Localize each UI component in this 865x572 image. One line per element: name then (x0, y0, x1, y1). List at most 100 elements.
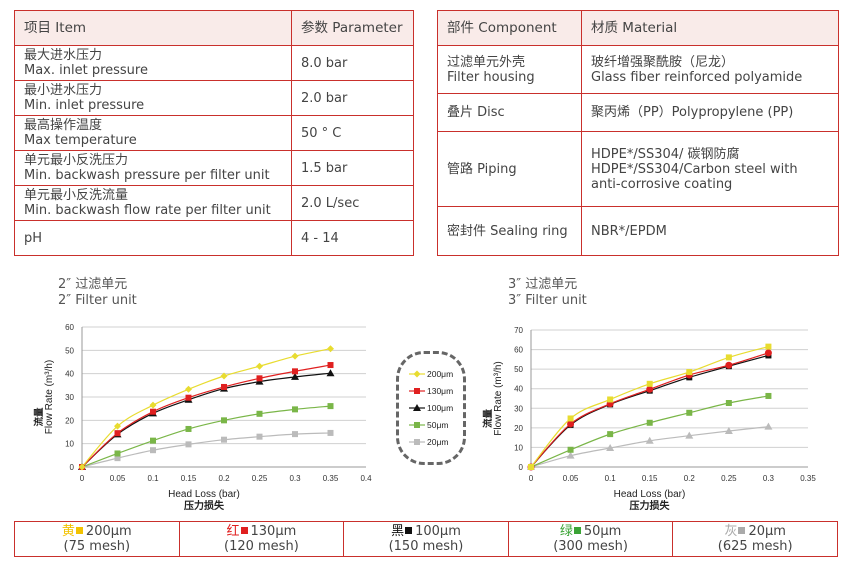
mesh-cell: 黄 200μm (75 mesh) (14, 521, 180, 557)
data-point (221, 417, 227, 424)
y-tick-label: 40 (65, 370, 74, 379)
data-point (150, 408, 156, 415)
mesh-cell: 红 130μm (120 mesh) (178, 521, 345, 557)
y-tick-label: 30 (65, 393, 74, 402)
x-tick-label: 0.3 (289, 474, 301, 483)
table-row: 叠片 Disc 聚丙烯（PP）Polypropylene (PP) (437, 93, 839, 132)
component-cell: 叠片 Disc (437, 93, 582, 132)
table-row: 最高操作温度 Max temperature 50 ° C (14, 115, 414, 151)
chart-2inch: 0 10 20 30 40 50 60 0 0.05 0.1 0.15 0.2 0.25 0.3 0.35 0… (33, 323, 372, 512)
x-tick-label: 0.05 (110, 474, 126, 483)
x-tick-label: 0 (80, 474, 85, 483)
item-cell: 最大进水压力 Max. inlet pressure (14, 45, 292, 81)
item-cell: 单元最小反洗压力 Min. backwash pressure per filte… (14, 150, 292, 186)
table-row: 最小进水压力 Min. inlet pressure 2.0 bar (14, 80, 414, 116)
data-point (686, 409, 693, 416)
data-point (291, 352, 299, 360)
x-tick-label: 0.25 (252, 474, 268, 483)
mesh-cell: 灰 20μm (625 mesh) (672, 521, 838, 557)
material-cell: 玻纤增强聚酰胺（尼龙） Glass fiber reinforced polyam… (581, 45, 839, 94)
value-cell: 1.5 bar (291, 150, 414, 186)
legend-label: 50μm (427, 420, 448, 430)
value-cell: 2.0 L/sec (291, 185, 414, 221)
series-line (81, 432, 331, 468)
data-point (256, 362, 263, 370)
data-point (566, 451, 575, 459)
y-axis-label: Flow Rate (m³/h) (493, 361, 504, 435)
color-swatch (75, 527, 83, 534)
y-tick-label: 0 (519, 463, 524, 472)
data-point (725, 400, 732, 407)
data-point (185, 394, 192, 401)
y-tick-label: 60 (65, 323, 74, 332)
data-point (78, 463, 86, 471)
value-cell: 50 ° C (291, 115, 414, 151)
color-swatch (573, 527, 581, 534)
y-tick-label: 20 (514, 424, 523, 433)
x-tick-label: 0.15 (642, 474, 658, 483)
item-cell: pH (14, 220, 292, 256)
data-point (114, 450, 121, 457)
data-point (114, 422, 121, 430)
data-point (414, 439, 420, 445)
data-point (185, 441, 192, 448)
x-tick-label: 0.15 (181, 474, 197, 483)
data-point (256, 375, 263, 382)
x-tick-label: 0 (529, 474, 534, 483)
y-tick-label: 60 (514, 346, 523, 355)
data-point (327, 345, 334, 353)
value-cell: 2.0 bar (291, 80, 414, 116)
data-point (685, 431, 694, 439)
value-cell: 4 - 14 (291, 220, 414, 256)
data-point (256, 433, 263, 440)
data-point (327, 362, 334, 369)
value-cell: 8.0 bar (291, 45, 414, 81)
data-point (725, 354, 732, 361)
y-axis-label-cn: 流量 (482, 409, 494, 429)
chart2-title: 3″ 过滤单元 3″ Filter unit (508, 277, 587, 308)
item-cell: 单元最小反洗流量 Min. backwash flow rate per filt… (14, 185, 292, 221)
x-axis-label-cn: 压力损失 (630, 499, 671, 512)
data-point (567, 420, 575, 428)
data-point (606, 444, 615, 452)
x-axis-label-cn: 压力损失 (184, 499, 225, 512)
x-tick-label: 0.4 (360, 474, 372, 483)
y-tick-label: 10 (65, 440, 74, 449)
color-swatch (738, 527, 746, 534)
x-tick-label: 0.05 (563, 474, 579, 483)
color-swatch (405, 527, 413, 534)
series-#e8dc30 (528, 343, 772, 470)
data-point (414, 422, 420, 428)
data-point (645, 436, 654, 444)
header-material: 材质 Material (581, 10, 839, 46)
data-point (292, 368, 298, 375)
x-axis-label: Head Loss (bar) (614, 489, 686, 500)
legend-label: 20μm (427, 437, 448, 447)
item-cell: 最小进水压力 Min. inlet pressure (14, 80, 292, 116)
table-row: 单元最小反洗压力 Min. backwash pressure per filte… (14, 150, 414, 186)
x-tick-label: 0.35 (800, 474, 816, 483)
x-tick-label: 0.3 (763, 474, 775, 483)
data-point (150, 447, 156, 454)
data-point (646, 419, 653, 426)
mesh-table: 黄 200μm (75 mesh) 红 130μm (120 mesh) 黑 100μm (15… (14, 521, 838, 557)
y-axis-label-cn: 流量 (33, 407, 45, 427)
data-point (150, 437, 156, 444)
legend-label: 200μm (427, 369, 453, 379)
data-point (256, 410, 263, 417)
x-tick-label: 0.2 (684, 474, 696, 483)
data-point (221, 383, 227, 390)
material-cell: NBR*/EPDM (581, 206, 839, 256)
header-item: 项目 Item (14, 10, 292, 46)
table-row: 最大进水压力 Max. inlet pressure 8.0 bar (14, 45, 414, 81)
data-point (607, 396, 614, 403)
y-tick-label: 30 (514, 404, 523, 413)
mesh-cell: 绿 50μm (300 mesh) (507, 521, 674, 557)
data-point (291, 372, 299, 380)
table-row: 单元最小反洗流量 Min. backwash flow rate per filt… (14, 185, 414, 221)
data-point (221, 436, 227, 443)
mesh-cell: 黑 100μm (150 mesh) (343, 521, 509, 557)
item-cell: 最高操作温度 Max temperature (14, 115, 292, 151)
y-axis-label: Flow Rate (m³/h) (44, 360, 55, 434)
header-parameter: 参数 Parameter (291, 10, 414, 46)
